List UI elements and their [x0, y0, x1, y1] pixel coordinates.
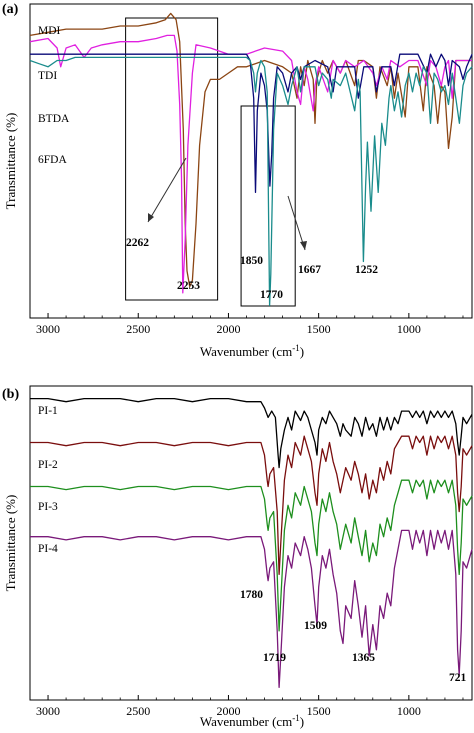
arrow-2262-head — [148, 213, 154, 222]
x-tick-label: 1000 — [397, 704, 421, 718]
series-line-6fda — [29, 56, 473, 307]
panel-b-series-group — [30, 397, 473, 689]
series-label-tdi: TDI — [38, 70, 57, 82]
panel-b-x-ticks: 3000 2500 2000 1500 1000 — [29, 695, 464, 718]
panel-b-title: (b) — [2, 387, 19, 402]
x-tick-label: 2000 — [216, 704, 240, 718]
panel-a: (a) 3000 2500 2000 1500 1000 MDI TDI BTDA 6F… — [2, 2, 473, 359]
peak-label-2253: 2253 — [177, 280, 200, 292]
series-line-tdi — [29, 34, 472, 294]
series-line-pi-4 — [30, 529, 473, 689]
series-line-pi-2 — [30, 435, 473, 576]
series-label-6fda: 6FDA — [38, 154, 67, 166]
series-line-btda — [30, 53, 473, 194]
panel-b-plot-frame — [29, 385, 473, 701]
x-tick-label: 1500 — [307, 704, 331, 718]
x-tick-label: 2500 — [126, 322, 150, 336]
peak-label-1365: 1365 — [352, 652, 375, 664]
series-label-pi-3: PI-3 — [38, 501, 58, 513]
x-tick-label: 3000 — [36, 704, 60, 718]
series-label-mdi: MDI — [38, 25, 61, 37]
series-line-pi-1 — [30, 397, 473, 469]
peak-label-1770: 1770 — [260, 289, 283, 301]
series-line-pi-3 — [30, 479, 473, 632]
x-tick-label: 2000 — [216, 322, 240, 336]
panel-b: (b) 3000 2500 2000 1500 1000 PI-1 PI-2 PI-3 … — [2, 385, 473, 729]
series-label-pi-1: PI-1 — [38, 405, 58, 417]
peak-label-1850: 1850 — [240, 255, 263, 267]
highlight-box — [240, 105, 296, 307]
panel-b-y-axis-label: Transmittance (%) — [3, 495, 18, 592]
arrow-2262-line — [147, 157, 187, 223]
x-tick-label: 1500 — [307, 322, 331, 336]
panel-a-series-group — [29, 12, 473, 307]
panel-a-x-ticks: 3000 2500 2000 1500 1000 — [29, 313, 464, 336]
peak-label-1780: 1780 — [240, 589, 263, 601]
panel-b-x-axis-label: Wavenumber (cm-1) — [200, 713, 304, 729]
arrow-1667-head — [300, 241, 307, 250]
peak-label-721: 721 — [449, 672, 467, 684]
panel-a-y-axis-label: Transmittance (%) — [3, 113, 18, 210]
peak-label-1667: 1667 — [298, 264, 321, 276]
x-tick-label: 3000 — [36, 322, 60, 336]
series-label-pi-4: PI-4 — [38, 543, 58, 555]
peak-label-1509: 1509 — [304, 620, 327, 632]
peak-label-1719: 1719 — [263, 652, 286, 664]
peak-label-2262: 2262 — [126, 237, 149, 249]
peak-label-1252: 1252 — [355, 264, 378, 276]
series-label-btda: BTDA — [38, 113, 70, 125]
panel-a-x-axis-label: Wavenumber (cm-1) — [200, 343, 304, 359]
series-line-mdi — [29, 12, 472, 288]
x-tick-label: 2500 — [126, 704, 150, 718]
highlight-box — [125, 17, 219, 301]
panel-a-title: (a) — [2, 2, 19, 17]
series-label-pi-2: PI-2 — [38, 459, 58, 471]
panel-a-highlight-boxes — [125, 17, 296, 307]
x-tick-label: 1000 — [397, 322, 421, 336]
arrow-1667-line — [287, 195, 306, 251]
panel-a-plot-frame — [29, 3, 473, 319]
